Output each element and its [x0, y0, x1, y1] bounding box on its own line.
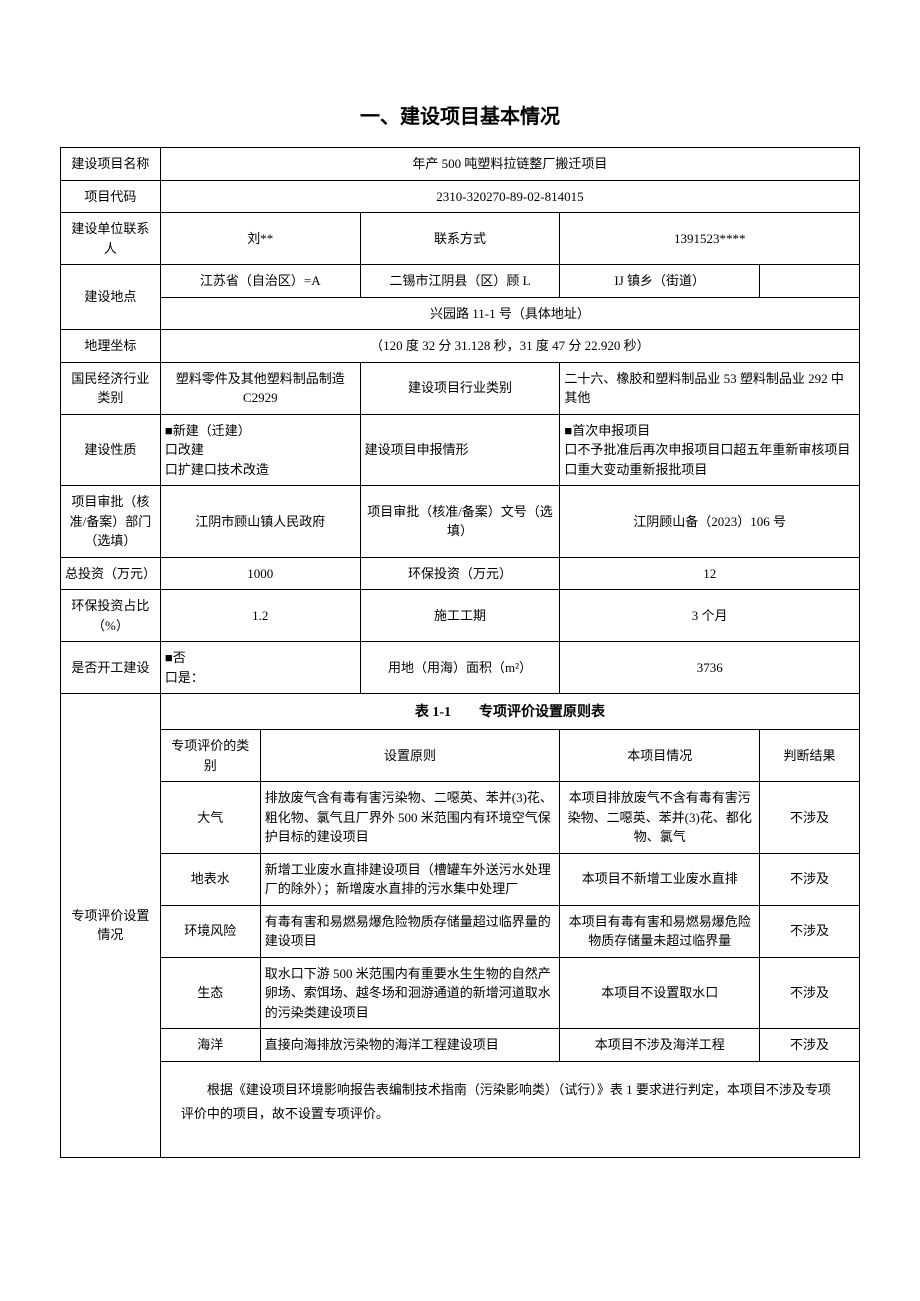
value-industry: 塑料零件及其他塑料制品制造 C2929: [160, 362, 360, 414]
value-contact: 刘**: [160, 213, 360, 265]
value-location-c: IJ 镇乡（街道）: [560, 265, 760, 298]
label-nature: 建设性质: [61, 414, 161, 486]
sub-r0-principle: 排放废气含有毒有害污染物、二噁英、苯并(3)花、粗化物、氯气且厂界外 500 米…: [260, 782, 560, 854]
value-project-code: 2310-320270-89-02-814015: [160, 180, 859, 213]
label-contact: 建设单位联系人: [61, 213, 161, 265]
label-special: 专项评价设置情况: [61, 694, 161, 1158]
label-project-name: 建设项目名称: [61, 148, 161, 181]
sub-r4-cat: 海洋: [160, 1029, 260, 1062]
label-total-invest: 总投资（万元）: [61, 557, 161, 590]
label-industry-cat: 建设项目行业类别: [360, 362, 560, 414]
sub-r3-principle: 取水口下游 500 米范围内有重要水生生物的自然产卵场、索饵场、越冬场和洄游通道…: [260, 957, 560, 1029]
value-industry-cat: 二十六、橡胶和塑料制品业 53 塑料制品业 292 中其他: [560, 362, 860, 414]
label-env-ratio: 环保投资占比（%）: [61, 590, 161, 642]
label-env-invest: 环保投资（万元）: [360, 557, 560, 590]
label-duration: 施工工期: [360, 590, 560, 642]
label-declare: 建设项目申报情形: [360, 414, 560, 486]
label-land: 用地（用海）面积（m²）: [360, 642, 560, 694]
value-contact-method: 1391523****: [560, 213, 860, 265]
sub-th-3: 判断结果: [760, 730, 860, 782]
sub-th-2: 本项目情况: [560, 730, 760, 782]
sub-r2-cat: 环境风险: [160, 905, 260, 957]
value-approval-no: 江阴顾山备（2023）106 号: [560, 486, 860, 558]
sub-r1-result: 不涉及: [760, 853, 860, 905]
main-table: 建设项目名称 年产 500 吨塑料拉链整厂搬迁项目 项目代码 2310-3202…: [60, 147, 860, 1158]
sub-table-title: 表 1-1 专项评价设置原则表: [160, 694, 859, 730]
value-duration: 3 个月: [560, 590, 860, 642]
value-env-invest: 12: [560, 557, 860, 590]
sub-r2-principle: 有毒有害和易燃易爆危险物质存储量超过临界量的建设项目: [260, 905, 560, 957]
sub-r3-cat: 生态: [160, 957, 260, 1029]
sub-r3-situation: 本项目不设置取水口: [560, 957, 760, 1029]
value-location-blank: [760, 265, 860, 298]
sub-r2-result: 不涉及: [760, 905, 860, 957]
value-project-name: 年产 500 吨塑料拉链整厂搬迁项目: [160, 148, 859, 181]
sub-footnote: 根据《建设项目环境影响报告表编制技术指南（污染影响类）（试行）》表 1 要求进行…: [160, 1061, 859, 1157]
sub-r1-situation: 本项目不新增工业废水直排: [560, 853, 760, 905]
value-coords: （120 度 32 分 31.128 秒，31 度 47 分 22.920 秒）: [160, 330, 859, 363]
sub-r0-result: 不涉及: [760, 782, 860, 854]
sub-r1-principle: 新增工业废水直排建设项目（槽罐车外送污水处理厂的除外）；新增废水直排的污水集中处…: [260, 853, 560, 905]
value-land: 3736: [560, 642, 860, 694]
sub-r3-result: 不涉及: [760, 957, 860, 1029]
sub-r4-result: 不涉及: [760, 1029, 860, 1062]
label-approval-dept: 项目审批（核准/备案）部门（选填）: [61, 486, 161, 558]
sub-th-1: 设置原则: [260, 730, 560, 782]
label-industry: 国民经济行业类别: [61, 362, 161, 414]
label-project-code: 项目代码: [61, 180, 161, 213]
value-location-line2: 兴园路 11-1 号（具体地址）: [160, 297, 859, 330]
value-nature: ■新建（迁建） 口改建 口扩建口技术改造: [160, 414, 360, 486]
label-approval-no: 项目审批（核准/备案）文号（选填）: [360, 486, 560, 558]
sub-r4-principle: 直接向海排放污染物的海洋工程建设项目: [260, 1029, 560, 1062]
sub-r4-situation: 本项目不涉及海洋工程: [560, 1029, 760, 1062]
sub-th-0: 专项评价的类别: [160, 730, 260, 782]
label-location: 建设地点: [61, 265, 161, 330]
value-approval-dept: 江阴市顾山镇人民政府: [160, 486, 360, 558]
value-total-invest: 1000: [160, 557, 360, 590]
sub-r1-cat: 地表水: [160, 853, 260, 905]
sub-r2-situation: 本项目有毒有害和易燃易爆危险物质存储量未超过临界量: [560, 905, 760, 957]
value-env-ratio: 1.2: [160, 590, 360, 642]
label-started: 是否开工建设: [61, 642, 161, 694]
sub-r0-cat: 大气: [160, 782, 260, 854]
page-title: 一、建设项目基本情况: [60, 100, 860, 129]
label-contact-method: 联系方式: [360, 213, 560, 265]
value-location-a: 江苏省（自治区）=A: [160, 265, 360, 298]
label-coords: 地理坐标: [61, 330, 161, 363]
value-location-b: 二锡市江阴县（区）顾 L: [360, 265, 560, 298]
value-declare: ■首次申报项目 口不予批准后再次申报项目口超五年重新审核项目口重大变动重新报批项…: [560, 414, 860, 486]
sub-r0-situation: 本项目排放废气不含有毒有害污染物、二噁英、苯并(3)花、都化物、氯气: [560, 782, 760, 854]
value-started: ■否 口是：: [160, 642, 360, 694]
